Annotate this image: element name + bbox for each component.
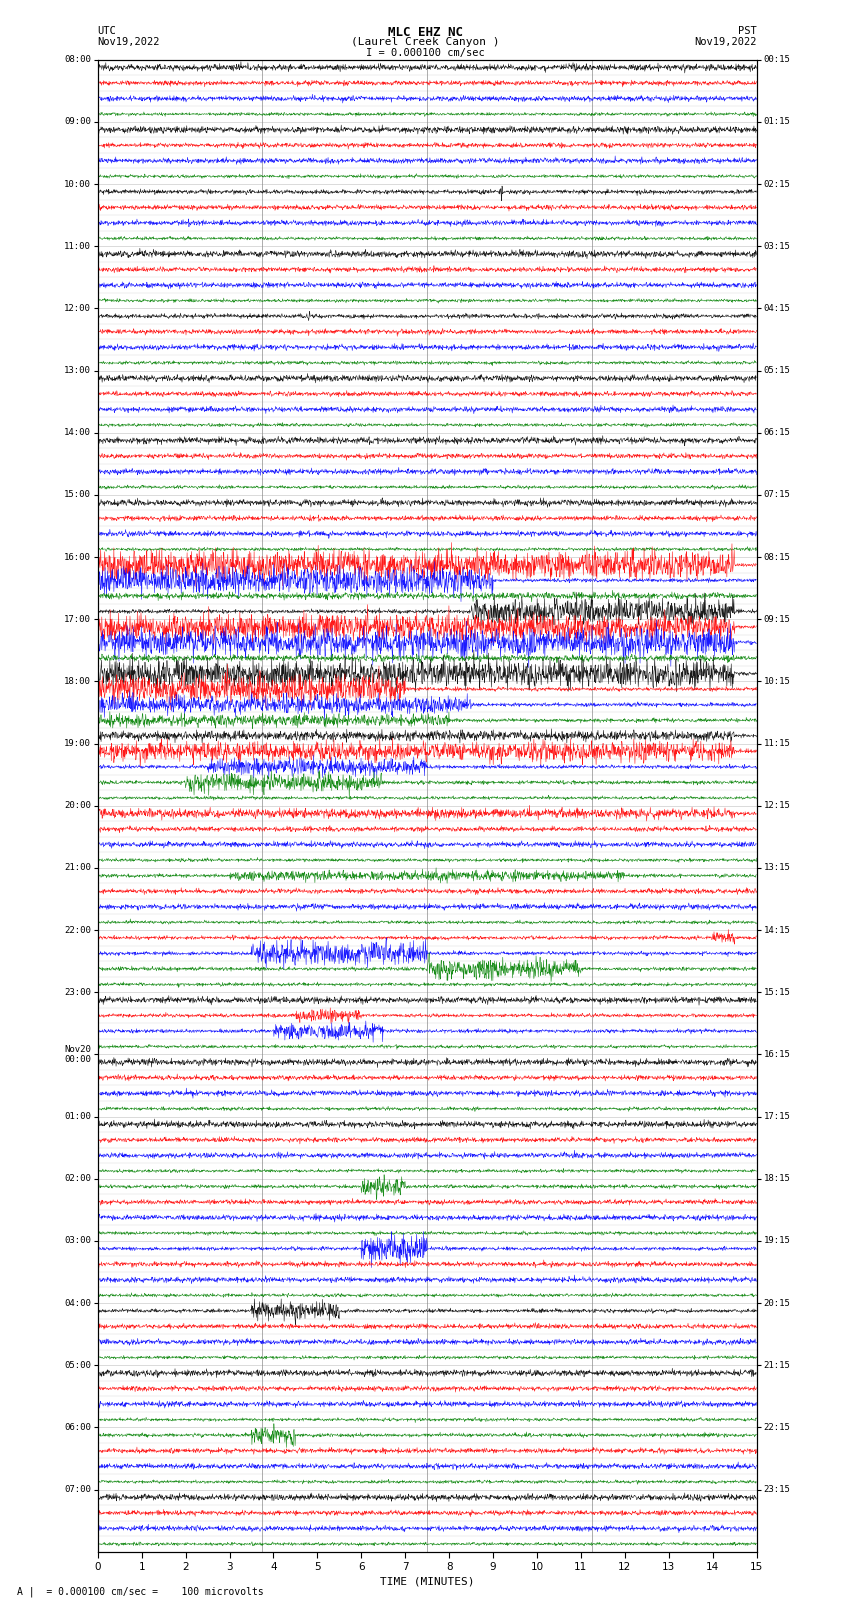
Text: Nov19,2022: Nov19,2022 [694,37,756,47]
Text: UTC: UTC [98,26,116,35]
Text: (Laurel Creek Canyon ): (Laurel Creek Canyon ) [351,37,499,47]
X-axis label: TIME (MINUTES): TIME (MINUTES) [380,1576,474,1586]
Text: PST: PST [738,26,756,35]
Text: Nov19,2022: Nov19,2022 [98,37,161,47]
Text: MLC EHZ NC: MLC EHZ NC [388,26,462,39]
Text: I = 0.000100 cm/sec: I = 0.000100 cm/sec [366,48,484,58]
Text: A |  = 0.000100 cm/sec =    100 microvolts: A | = 0.000100 cm/sec = 100 microvolts [17,1586,264,1597]
